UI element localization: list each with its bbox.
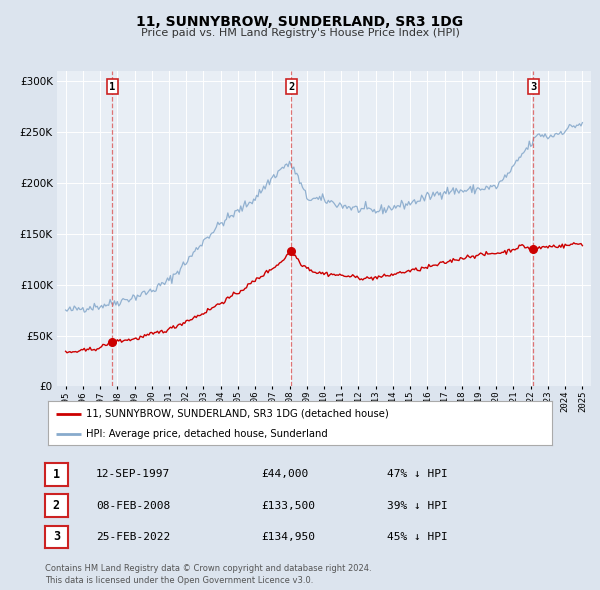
Text: £44,000: £44,000 — [261, 470, 308, 479]
Text: 11, SUNNYBROW, SUNDERLAND, SR3 1DG: 11, SUNNYBROW, SUNDERLAND, SR3 1DG — [136, 15, 464, 29]
Text: 2: 2 — [289, 82, 295, 92]
Text: 08-FEB-2008: 08-FEB-2008 — [96, 501, 170, 510]
Text: Price paid vs. HM Land Registry's House Price Index (HPI): Price paid vs. HM Land Registry's House … — [140, 28, 460, 38]
Text: 3: 3 — [530, 82, 536, 92]
Text: 45% ↓ HPI: 45% ↓ HPI — [387, 532, 448, 542]
Text: 25-FEB-2022: 25-FEB-2022 — [96, 532, 170, 542]
Text: £134,950: £134,950 — [261, 532, 315, 542]
Text: £133,500: £133,500 — [261, 501, 315, 510]
Text: This data is licensed under the Open Government Licence v3.0.: This data is licensed under the Open Gov… — [45, 576, 313, 585]
Text: 39% ↓ HPI: 39% ↓ HPI — [387, 501, 448, 510]
Text: HPI: Average price, detached house, Sunderland: HPI: Average price, detached house, Sund… — [86, 430, 328, 440]
Text: 1: 1 — [53, 468, 60, 481]
Text: 3: 3 — [53, 530, 60, 543]
Text: 47% ↓ HPI: 47% ↓ HPI — [387, 470, 448, 479]
Text: Contains HM Land Registry data © Crown copyright and database right 2024.: Contains HM Land Registry data © Crown c… — [45, 565, 371, 573]
Text: 1: 1 — [109, 82, 115, 92]
Text: 2: 2 — [53, 499, 60, 512]
Text: 11, SUNNYBROW, SUNDERLAND, SR3 1DG (detached house): 11, SUNNYBROW, SUNDERLAND, SR3 1DG (deta… — [86, 409, 389, 418]
Text: 12-SEP-1997: 12-SEP-1997 — [96, 470, 170, 479]
